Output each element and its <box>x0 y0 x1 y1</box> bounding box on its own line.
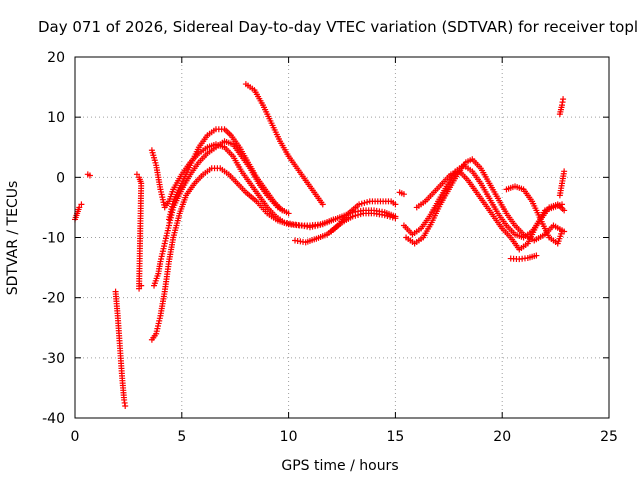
x-tick-label: 10 <box>280 429 298 445</box>
data-point <box>298 222 305 229</box>
series-arc-3 <box>112 288 129 409</box>
x-tick-label: 15 <box>386 429 404 445</box>
data-point <box>76 204 83 211</box>
series-arc-1 <box>72 201 85 223</box>
y-tick-label: -30 <box>42 351 65 367</box>
data-point <box>287 220 294 227</box>
data-point <box>384 212 391 219</box>
data-points <box>72 81 568 409</box>
series-arc-18 <box>556 96 567 118</box>
data-point <box>559 228 566 235</box>
data-point <box>304 223 311 230</box>
data-point <box>301 223 308 230</box>
grid <box>75 57 609 418</box>
y-tick-label: 0 <box>56 170 65 186</box>
data-point <box>361 199 368 206</box>
x-tick-label: 25 <box>600 429 618 445</box>
series-arc-5 <box>148 165 399 343</box>
y-tick-label: 20 <box>47 50 65 66</box>
data-point <box>133 171 140 178</box>
data-point <box>352 212 359 219</box>
axis-ticks: 0 5 10 15 20 25 -40 -30 -20 -10 0 10 20 <box>42 50 618 445</box>
data-point <box>319 201 326 208</box>
data-point <box>387 213 394 220</box>
data-point <box>389 214 396 221</box>
series-arc-17 <box>507 252 540 263</box>
series-arc-4 <box>133 171 145 292</box>
data-point <box>281 219 288 226</box>
y-tick-label: 10 <box>47 110 65 126</box>
y-axis-label: SDTVAR / TECUs <box>5 181 21 296</box>
data-point <box>349 213 356 220</box>
data-point <box>285 210 292 217</box>
series-arc-16 <box>503 183 566 247</box>
chart-title: Day 071 of 2026, Sidereal Day-to-day VTE… <box>38 18 638 36</box>
x-tick-label: 5 <box>177 429 186 445</box>
data-point <box>86 172 93 179</box>
y-tick-label: -40 <box>42 411 65 427</box>
y-tick-label: -20 <box>42 291 65 307</box>
x-tick-label: 20 <box>493 429 511 445</box>
data-point <box>381 212 388 219</box>
data-point <box>400 191 407 198</box>
data-point <box>358 200 365 207</box>
data-point <box>122 402 129 409</box>
series-arc-9 <box>242 81 326 208</box>
x-tick-label: 0 <box>71 429 80 445</box>
data-point <box>355 211 362 218</box>
data-point <box>392 201 399 208</box>
data-point <box>561 168 568 175</box>
series-arc-19 <box>556 168 568 199</box>
series-arc-15 <box>413 168 566 253</box>
series-arc-8 <box>165 126 286 223</box>
series-arc-10 <box>292 198 399 246</box>
data-point <box>561 207 568 214</box>
data-point <box>392 215 399 222</box>
data-point <box>357 211 364 218</box>
data-point <box>364 199 371 206</box>
series-arc-11 <box>328 210 399 235</box>
data-point <box>356 201 363 208</box>
data-point <box>136 285 143 292</box>
data-point <box>78 201 85 208</box>
data-point <box>138 282 145 289</box>
data-point <box>330 216 337 223</box>
data-point <box>533 252 540 259</box>
series-arc-2 <box>84 171 93 179</box>
data-point <box>284 220 291 227</box>
data-point <box>279 207 286 214</box>
y-tick-label: -10 <box>42 231 65 247</box>
data-point <box>560 96 567 103</box>
data-point <box>559 201 566 208</box>
x-axis-label: GPS time / hours <box>281 458 398 474</box>
series-arc-12 <box>396 189 407 198</box>
